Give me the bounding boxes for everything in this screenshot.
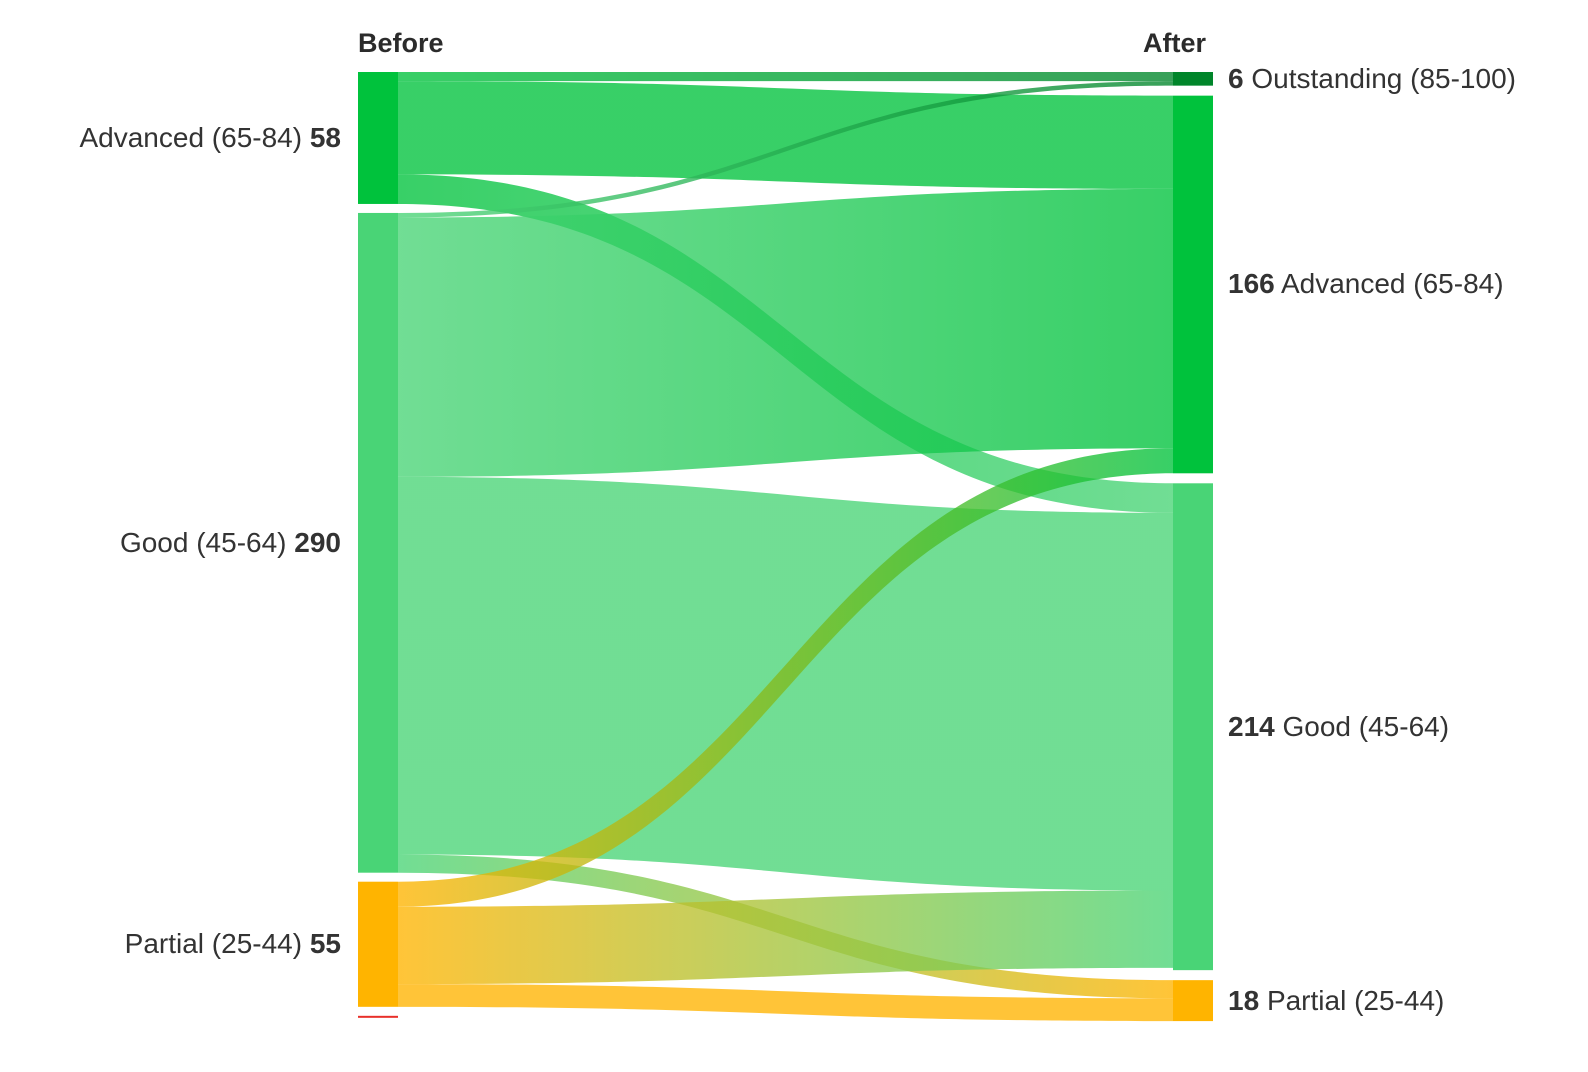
before-label-partial-25-44: Partial (25-44) 55 (125, 927, 341, 961)
flow-good_b-to-out_a (398, 81, 1173, 218)
before-label-value: 58 (309, 121, 341, 153)
before-node-advanced-65-84 (358, 72, 398, 204)
flow-part_b-to-part_a (398, 984, 1173, 1022)
after-label-name: Good (45-64) (1282, 710, 1450, 742)
after-label-good-45-64: 214 Good (45-64) (1228, 710, 1449, 744)
flow-part_b-to-good_a (398, 890, 1173, 985)
before-node-low_b (358, 1015, 398, 1018)
flows-layer (398, 72, 1173, 1022)
before-label-value: 55 (309, 928, 341, 960)
after-label-value: 166 (1228, 268, 1275, 300)
after-label-name: Advanced (65-84) (1280, 268, 1504, 300)
after-node-good-45-64 (1173, 483, 1213, 971)
after-label-name: Outstanding (85-100) (1251, 62, 1516, 94)
before-label-value: 290 (294, 526, 341, 558)
after-node-outstanding-85-100 (1173, 72, 1213, 86)
before-label-name: Good (45-64) (119, 526, 287, 558)
after-label-value: 6 (1228, 62, 1244, 94)
nodes-layer (358, 72, 1213, 1022)
before-label-name: Partial (25-44) (124, 928, 303, 960)
flow-adv_b-to-out_a (398, 72, 1173, 82)
flow-adv_b-to-adv_a (398, 81, 1173, 189)
after-label-name: Partial (25-44) (1266, 984, 1445, 1016)
flow-part_b-to-adv_a (398, 448, 1173, 907)
before-column-header: Before (358, 28, 444, 58)
after-label-value: 18 (1228, 984, 1260, 1016)
before-label-advanced-65-84: Advanced (65-84) 58 (79, 121, 341, 155)
after-node-advanced-65-84 (1173, 95, 1213, 474)
before-label-good-45-64: Good (45-64) 290 (120, 526, 341, 560)
after-label-outstanding-85-100: 6 Outstanding (85-100) (1228, 62, 1516, 96)
before-label-name: Advanced (65-84) (79, 121, 303, 153)
before-node-partial-25-44 (358, 881, 398, 1007)
after-label-partial-25-44: 18 Partial (25-44) (1228, 984, 1444, 1018)
after-column-header: After (1143, 28, 1207, 58)
after-label-advanced-65-84: 166 Advanced (65-84) (1228, 267, 1504, 301)
flow-good_b-to-adv_a (398, 188, 1173, 477)
after-node-partial-25-44 (1173, 980, 1213, 1022)
after-label-value: 214 (1228, 710, 1275, 742)
before-node-good-45-64 (358, 212, 398, 873)
